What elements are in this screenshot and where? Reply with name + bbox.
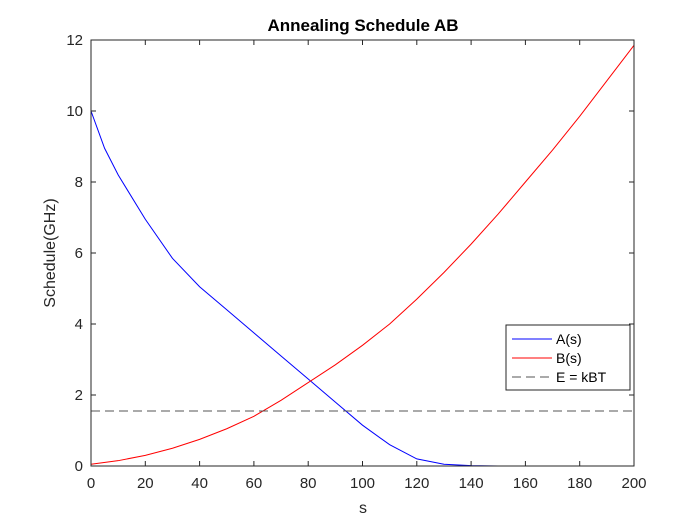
chart-title: Annealing Schedule AB <box>267 16 458 35</box>
x-tick-label: 180 <box>567 475 592 492</box>
legend-entry-label: B(s) <box>556 350 582 366</box>
y-tick-label: 0 <box>75 458 83 475</box>
legend: A(s) B(s) E = kBT <box>505 324 631 391</box>
y-axis-label: Schedule(GHz) <box>42 198 59 307</box>
x-tick-label: 200 <box>621 475 646 492</box>
y-tick-label: 6 <box>75 245 83 262</box>
x-tick-label: 40 <box>191 475 208 492</box>
x-tick-label: 60 <box>246 475 263 492</box>
y-tick-label: 4 <box>75 316 83 333</box>
x-tick-label: 140 <box>459 475 484 492</box>
plot-area <box>91 40 634 466</box>
series-line-2 <box>90 45 635 465</box>
x-axis-label: s <box>359 500 367 517</box>
tick-layer: 0 20 40 60 80 100 120 140 160 180 200 0 2 4 6 8 10 12 <box>66 32 646 492</box>
x-tick-label: 80 <box>300 475 317 492</box>
y-tick-label: 10 <box>66 103 83 120</box>
y-tick-label: 8 <box>75 174 83 191</box>
x-tick-label: 20 <box>137 475 154 492</box>
y-tick-label: 2 <box>75 387 83 404</box>
x-tick-label: 100 <box>350 475 375 492</box>
x-tick-label: 160 <box>513 475 538 492</box>
x-tick-label: 120 <box>404 475 429 492</box>
y-tick-label: 12 <box>66 32 83 49</box>
x-tick-label: 0 <box>87 475 95 492</box>
legend-entry-label: A(s) <box>556 331 582 347</box>
legend-entry-label: E = kBT <box>556 369 607 385</box>
